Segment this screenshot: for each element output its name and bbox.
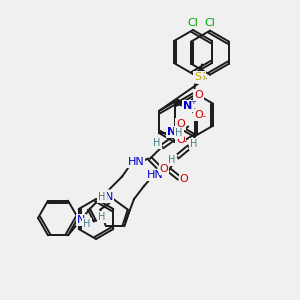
Text: H: H [190,139,198,149]
Text: O: O [177,135,185,145]
Text: N: N [183,101,193,111]
Text: O: O [195,90,203,100]
Text: +: + [190,99,196,105]
Text: -: - [183,137,186,146]
Text: O: O [180,174,188,184]
Text: N: N [105,192,113,202]
Text: H: H [83,219,91,229]
Text: HN: HN [128,157,144,167]
Text: H: H [98,192,106,202]
Text: N: N [77,215,85,225]
Text: O: O [160,164,168,174]
Text: O: O [177,119,185,129]
Text: O: O [195,110,203,120]
Text: N: N [167,127,177,137]
Text: S: S [194,72,202,82]
Text: H: H [168,155,176,165]
Text: H: H [98,212,105,222]
Text: S: S [198,73,205,82]
Text: -: - [202,112,206,121]
Text: HN: HN [147,170,164,180]
Text: Cl: Cl [188,18,198,28]
Text: +: + [173,124,180,134]
Text: Cl: Cl [205,18,215,28]
Text: H: H [175,128,183,138]
Text: H: H [153,138,161,148]
